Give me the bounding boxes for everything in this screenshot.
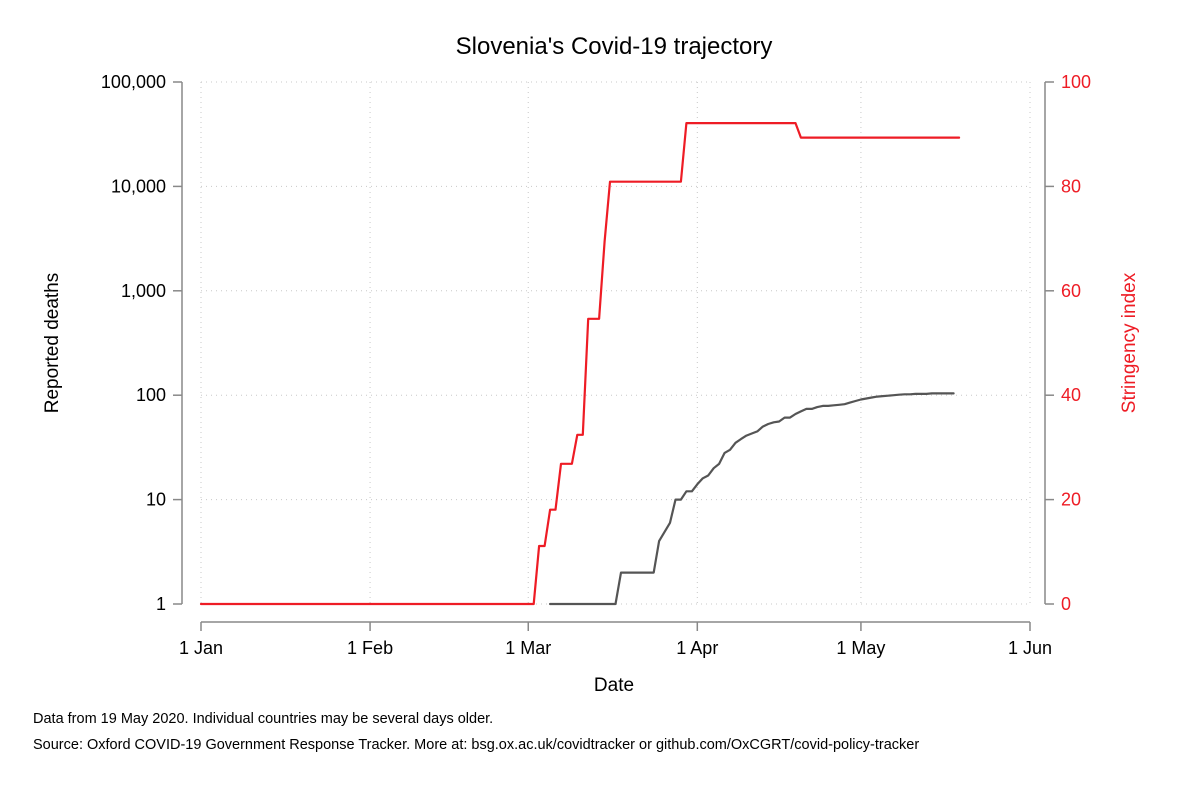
y-left-tick-label: 100 [136,385,166,405]
y-left-tick-label: 1,000 [121,281,166,301]
deaths-series-line [548,392,955,606]
series-lines [199,121,961,606]
grid [200,81,1031,605]
x-ticks: 1 Jan 1 Feb 1 Mar 1 Apr 1 May 1 Jun [179,622,1052,658]
x-tick-label: 1 May [836,638,885,658]
y-left-tick-label: 100,000 [101,72,166,92]
data-date-note: Data from 19 May 2020. Individual countr… [33,711,494,727]
chart-title: Slovenia's Covid-19 trajectory [456,33,773,60]
left-ticks: 1 10 100 1,000 10,000 100,000 [101,72,182,614]
x-axis-label: Date [594,675,634,696]
y-axis-right-label: Stringency index [1119,272,1140,413]
y-left-tick-label: 10,000 [111,176,166,196]
right-ticks: 0 20 40 60 80 100 [1045,72,1091,614]
stringency-series-line [199,121,961,606]
x-tick-label: 1 Mar [505,638,551,658]
source-note: Source: Oxford COVID-19 Government Respo… [33,737,920,753]
y-right-tick-label: 80 [1061,176,1081,196]
y-right-tick-label: 60 [1061,281,1081,301]
x-tick-label: 1 Jun [1008,638,1052,658]
y-right-tick-label: 20 [1061,490,1081,510]
y-axis-left-label: Reported deaths [42,273,63,414]
y-left-tick-label: 1 [156,594,166,614]
y-right-tick-label: 40 [1061,385,1081,405]
x-tick-label: 1 Apr [676,638,718,658]
x-tick-label: 1 Jan [179,638,223,658]
y-left-tick-label: 10 [146,490,166,510]
x-tick-label: 1 Feb [347,638,393,658]
chart: Slovenia's Covid-19 trajectory 1 10 100 1,0… [42,33,1140,696]
y-right-tick-label: 100 [1061,72,1091,92]
y-right-tick-label: 0 [1061,594,1071,614]
